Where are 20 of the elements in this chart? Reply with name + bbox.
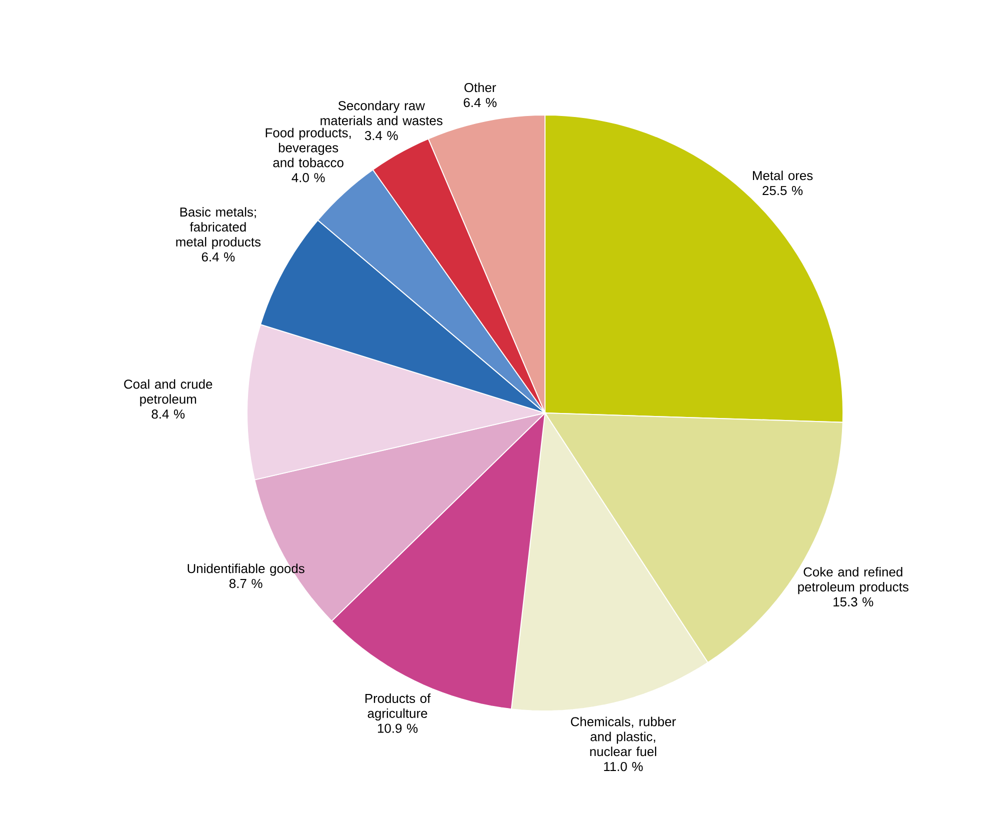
slice-label: Other: [464, 82, 496, 92]
data-label: 11.0 %: [604, 762, 643, 772]
slice-label: Metal ores: [752, 170, 813, 180]
slice-label: Products of agriculture: [365, 694, 431, 721]
data-label: 25.5 %: [762, 186, 803, 196]
slice-label: Chemicals, rubber and plastic, nuclear fuel: [570, 716, 676, 756]
slice-label: Coke and refined petroleum products: [798, 567, 908, 594]
slice-label: Secondary raw materials and wastes: [320, 100, 442, 126]
slice-label: Food products, beverages and tobacco: [266, 128, 351, 168]
data-label: 8.4 %: [152, 409, 185, 419]
slice-label: Unidentifiable goods: [188, 564, 304, 576]
data-label: 6.4 %: [464, 98, 497, 108]
data-label: 8.7 %: [229, 578, 262, 588]
data-label: 3.4 %: [364, 130, 398, 140]
slice-label: Basic metals; fabricated metal products: [176, 207, 261, 250]
slice-label: Coal and crude petroleum: [124, 379, 212, 406]
data-label: 6.4 %: [202, 252, 235, 262]
data-label: 10.9 %: [378, 724, 418, 733]
data-label: 4.0 %: [292, 173, 325, 182]
data-label: 15.3 %: [834, 597, 874, 606]
